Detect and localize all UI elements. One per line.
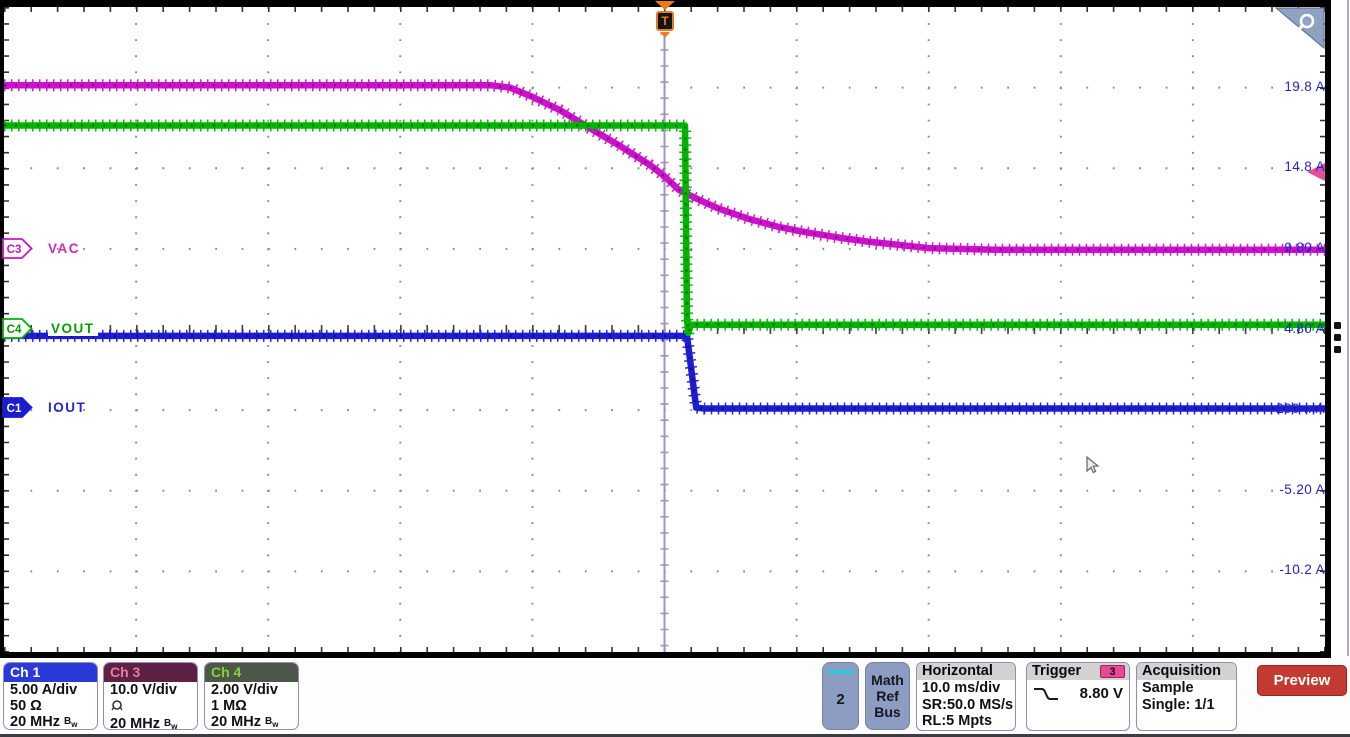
channel-ch4-badge[interactable]: Ch 4 2.00 V/div 1 MΩ 20 MHz Bw bbox=[204, 662, 299, 730]
waveform-display: T 19.8 A 14.8 A 9.80 A 4.80 A -200 mA -5.20 A… bbox=[0, 0, 1331, 658]
menu-dot bbox=[1334, 334, 1341, 341]
math-ref-bus-button[interactable]: Math Ref Bus bbox=[865, 662, 910, 730]
channel-badge-shape bbox=[2, 318, 33, 339]
waveform-traces bbox=[4, 79, 1325, 415]
ch1-impedance: 50 Ω bbox=[10, 698, 42, 714]
trigger-level-value: 8.80 V bbox=[1079, 685, 1123, 702]
channel-label-vout: VOUT bbox=[48, 321, 98, 336]
menu-dot bbox=[1334, 346, 1341, 353]
channel-label-vac: VAC bbox=[48, 241, 81, 256]
channel-badge-id: C4 bbox=[7, 324, 22, 336]
channel-marker-c1[interactable]: C1 IOUT bbox=[2, 397, 86, 418]
acquisition-panel[interactable]: Acquisition Sample Single: 1/1 bbox=[1136, 662, 1237, 731]
channel-marker-c4[interactable]: C4 VOUT bbox=[2, 318, 98, 339]
trace-vac bbox=[4, 81, 1325, 253]
channel-badge-id: C1 bbox=[7, 403, 22, 415]
channel-ch1-badge[interactable]: Ch 1 5.00 A/div 50 Ω 20 MHz Bw bbox=[3, 662, 98, 730]
trace-noise-vac bbox=[4, 83, 1325, 251]
probe-coupling-icon bbox=[111, 700, 123, 711]
overlay-menu-dots[interactable] bbox=[1334, 322, 1344, 358]
ch4-header[interactable]: Ch 4 bbox=[205, 663, 298, 682]
magnifier-icon bbox=[1293, 13, 1315, 35]
trace-iout bbox=[4, 332, 1325, 412]
ch3-header[interactable]: Ch 3 bbox=[104, 663, 197, 682]
channel-ch3-badge[interactable]: Ch 3 10.0 V/div 20 MHz Bw bbox=[103, 662, 198, 730]
ch4-bandwidth: 20 MHz Bw bbox=[211, 714, 279, 730]
ref-label: Ref bbox=[876, 688, 899, 704]
grid bbox=[4, 7, 1325, 652]
right-edge-divider bbox=[1347, 0, 1349, 656]
ch1-header[interactable]: Ch 1 bbox=[4, 663, 97, 682]
y-axis-label: 14.8 A bbox=[1284, 159, 1325, 175]
trace-vout bbox=[4, 122, 1325, 337]
channel-2-color-bar bbox=[827, 670, 854, 674]
horizontal-record-length: RL:5 Mpts bbox=[922, 713, 993, 729]
ch4-scale: 2.00 V/div bbox=[211, 682, 278, 698]
horizontal-sample-rate: SR:50.0 MS/s bbox=[922, 696, 1014, 713]
channel-badge-c3[interactable]: C3 bbox=[2, 238, 33, 259]
channel-badge-c4[interactable]: C4 bbox=[2, 318, 33, 339]
bandwidth-limit-tag: Bw bbox=[265, 716, 279, 729]
trigger-marker-arrow bbox=[655, 1, 675, 10]
channel-badge-c1[interactable]: C1 bbox=[2, 397, 33, 418]
trigger-t-badge[interactable]: T bbox=[656, 11, 674, 31]
trigger-marker-arrow-small bbox=[660, 32, 670, 38]
ch3-scale: 10.0 V/div bbox=[110, 682, 177, 698]
acquisition-title: Acquisition bbox=[1142, 663, 1221, 679]
ch1-scale: 5.00 A/div bbox=[10, 682, 78, 698]
trigger-panel[interactable]: Trigger 3 8.80 V bbox=[1026, 662, 1130, 731]
add-channel-2-button[interactable]: 2 bbox=[822, 662, 859, 730]
horizontal-title: Horizontal bbox=[922, 663, 993, 679]
zoom-corner-button[interactable] bbox=[1274, 7, 1325, 50]
math-label: Math bbox=[871, 672, 904, 688]
channel-badge-shape bbox=[2, 238, 33, 259]
bandwidth-limit-tag: Bw bbox=[64, 716, 78, 729]
y-axis-label: 19.8 A bbox=[1284, 78, 1325, 94]
bottom-control-bar: Ch 1 5.00 A/div 50 Ω 20 MHz Bw Ch 3 10.0… bbox=[0, 658, 1350, 737]
mouse-cursor bbox=[1086, 455, 1100, 474]
trace-noise-vout bbox=[4, 124, 1325, 335]
channel-marker-c3[interactable]: C3 VAC bbox=[2, 238, 80, 259]
trigger-title: Trigger bbox=[1032, 663, 1082, 679]
falling-edge-icon bbox=[1034, 687, 1058, 700]
acquisition-mode: Sample bbox=[1142, 680, 1194, 696]
y-axis-label: 4.80 A bbox=[1284, 320, 1325, 336]
ch3-coupling bbox=[104, 698, 197, 716]
y-axis-label: -10.2 A bbox=[1279, 562, 1325, 578]
preview-button[interactable]: Preview bbox=[1257, 665, 1347, 696]
channel-2-label: 2 bbox=[836, 691, 845, 708]
menu-dot bbox=[1334, 322, 1341, 329]
y-axis-label: 9.80 A bbox=[1284, 239, 1325, 255]
horizontal-panel[interactable]: Horizontal 10.0 ms/div SR:50.0 MS/s RL:5… bbox=[916, 662, 1016, 731]
ch1-bandwidth: 20 MHz Bw bbox=[10, 714, 78, 730]
bandwidth-limit-tag: Bw bbox=[164, 718, 178, 730]
trigger-level-arrow[interactable] bbox=[1307, 163, 1325, 182]
y-axis-label: -200 mA bbox=[1271, 401, 1325, 417]
ch4-impedance: 1 MΩ bbox=[211, 698, 247, 714]
channel-badge-shape bbox=[2, 397, 33, 418]
channel-label-iout: IOUT bbox=[48, 400, 87, 415]
bus-label: Bus bbox=[874, 704, 901, 720]
horizontal-scale: 10.0 ms/div bbox=[922, 680, 1001, 696]
y-axis-label: -5.20 A bbox=[1279, 481, 1325, 497]
trigger-source-badge: 3 bbox=[1100, 665, 1125, 678]
graticule bbox=[0, 0, 1331, 658]
channel-badge-id: C3 bbox=[7, 244, 22, 256]
ch3-bandwidth: 20 MHz Bw bbox=[110, 716, 178, 730]
acquisition-count: Single: 1/1 bbox=[1142, 696, 1215, 713]
